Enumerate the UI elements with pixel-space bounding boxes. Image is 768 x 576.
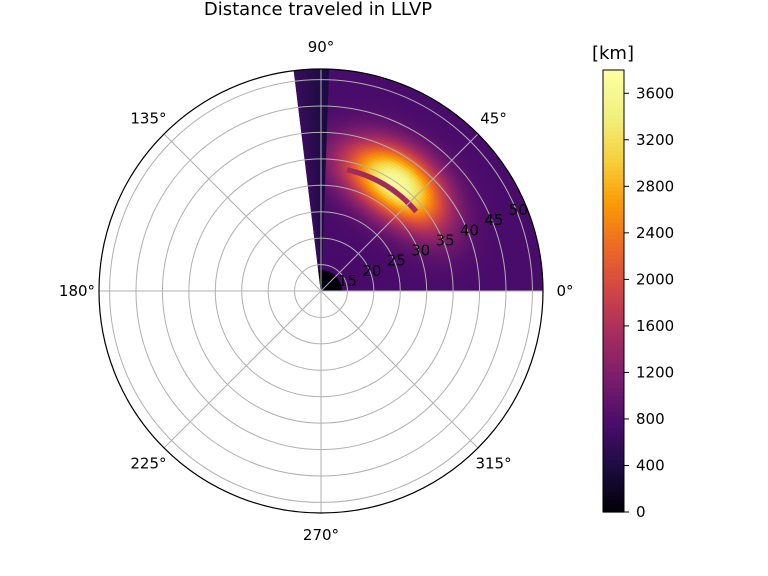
heatmap-cell — [482, 282, 485, 285]
heatmap-cell — [469, 286, 472, 289]
heatmap-cell — [511, 288, 514, 291]
heatmap-cell — [527, 284, 530, 288]
heatmap-cell — [461, 286, 464, 289]
heatmap-cell — [498, 282, 501, 285]
heatmap-cell — [522, 287, 525, 291]
heatmap-cell — [472, 286, 475, 289]
heatmap-cell — [527, 287, 530, 291]
heatmap-cell — [495, 282, 498, 285]
heatmap-cell — [485, 285, 488, 288]
heatmap-cell — [498, 285, 501, 288]
heatmap-cell — [490, 285, 493, 288]
heatmap-cell — [524, 284, 527, 288]
heatmap-cell — [519, 284, 522, 288]
chart-title: Distance traveled in LLVP — [204, 0, 432, 20]
heatmap-cell — [501, 285, 504, 288]
heatmap-cell — [485, 282, 488, 285]
heatmap-cell — [524, 287, 527, 291]
heatmap-cell — [509, 284, 512, 287]
heatmap-cell — [514, 284, 517, 287]
heatmap-cell — [522, 284, 525, 288]
heatmap-cell — [511, 284, 514, 287]
heatmap-cell — [466, 286, 469, 289]
heatmap-cell — [516, 284, 519, 288]
heatmap-cell — [482, 285, 485, 288]
heatmap-cell — [474, 286, 477, 289]
heatmap-cell — [487, 282, 490, 285]
heatmap-cell — [538, 287, 541, 291]
heatmap-cell — [495, 285, 498, 288]
heatmap-cell — [493, 285, 496, 288]
heatmap-cell — [490, 282, 493, 285]
heatmap-cell — [519, 287, 522, 291]
heatmap-cell — [535, 287, 538, 291]
heatmap-cell — [493, 282, 496, 285]
heatmap-cell — [487, 285, 490, 288]
heatmap-cell — [464, 286, 467, 289]
heatmap-cell — [514, 288, 517, 291]
heatmap-cell — [517, 288, 520, 291]
heatmap-cell — [538, 283, 541, 287]
heatmap-cell — [474, 283, 477, 286]
heatmap-cell — [535, 283, 538, 287]
